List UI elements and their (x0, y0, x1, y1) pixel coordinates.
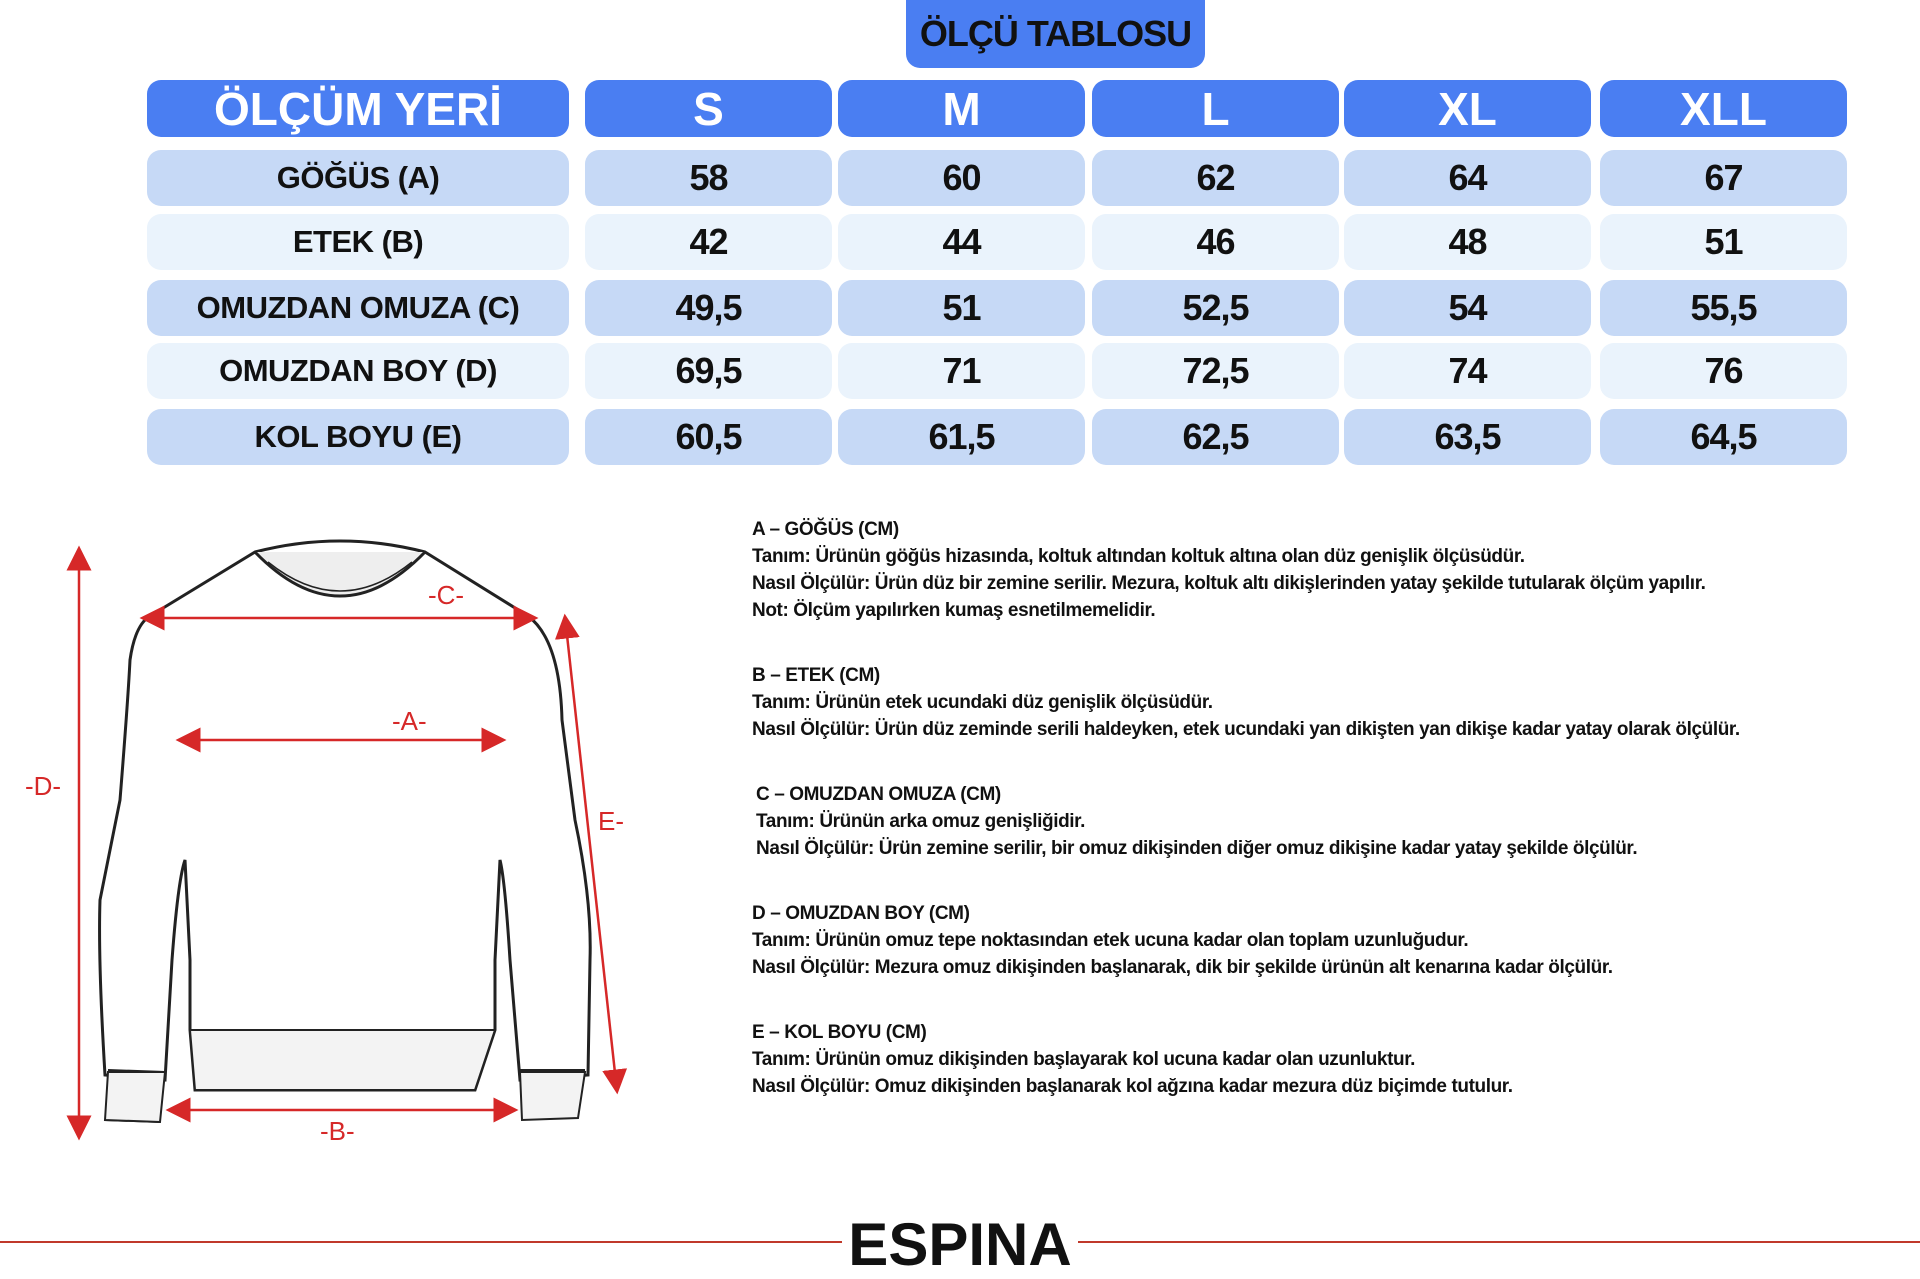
description-line: Nasıl Ölçülür: Omuz dikişinden başlanara… (752, 1076, 1513, 1097)
row-label: GÖĞÜS (A) (147, 150, 569, 206)
description-heading: E – KOL BOYU (CM) (752, 1022, 927, 1043)
description-line: Nasıl Ölçülür: Mezura omuz dikişinden ba… (752, 957, 1613, 978)
header-size-l: L (1092, 80, 1339, 137)
description-heading: B – ETEK (CM) (752, 665, 880, 686)
table-cell: 49,5 (585, 280, 832, 336)
description-line: Nasıl Ölçülür: Ürün düz zeminde serili h… (752, 719, 1740, 740)
description-line: Tanım: Ürünün arka omuz genişliğidir. (756, 811, 1086, 832)
label-e: E- (598, 806, 624, 836)
table-cell: 60 (838, 150, 1085, 206)
table-cell: 69,5 (585, 343, 832, 399)
description-line: Tanım: Ürünün omuz tepe noktasından etek… (752, 930, 1469, 951)
table-cell: 76 (1600, 343, 1847, 399)
arrow-e (554, 613, 628, 1095)
table-cell: 52,5 (1092, 280, 1339, 336)
sweater-diagram: -C- -A- -B- -D- E- (25, 539, 628, 1146)
table-cell: 67 (1600, 150, 1847, 206)
measurement-arrows (66, 545, 628, 1141)
description-heading: A – GÖĞÜS (CM) (752, 519, 899, 540)
table-cell: 51 (838, 280, 1085, 336)
label-a: -A- (392, 706, 427, 736)
description-line: Nasıl Ölçülür: Ürün düz bir zemine seril… (752, 573, 1706, 594)
table-cell: 74 (1344, 343, 1591, 399)
row-label: OMUZDAN BOY (D) (147, 343, 569, 399)
header-size-xll: XLL (1600, 80, 1847, 137)
table-cell: 64,5 (1600, 409, 1847, 465)
table-cell: 51 (1600, 214, 1847, 270)
table-cell: 55,5 (1600, 280, 1847, 336)
description-section: D – OMUZDAN BOY (CM) Tanım: Ürünün omuz t… (752, 900, 1912, 981)
row-label: OMUZDAN OMUZA (C) (147, 280, 569, 336)
table-cell: 44 (838, 214, 1085, 270)
description-line: Not: Ölçüm yapılırken kumaş esnetilmemel… (752, 600, 1156, 621)
description-line: Nasıl Ölçülür: Ürün zemine serilir, bir … (756, 838, 1638, 859)
table-cell: 63,5 (1344, 409, 1591, 465)
table-cell: 72,5 (1092, 343, 1339, 399)
brand-footer: ESPINA (0, 1210, 1920, 1279)
table-cell: 64 (1344, 150, 1591, 206)
header-measurement-place: ÖLÇÜM YERİ (147, 80, 569, 137)
sweater-outline (98, 539, 592, 1124)
label-c: -C- (428, 580, 464, 610)
table-cell: 71 (838, 343, 1085, 399)
page-title: ÖLÇÜ TABLOSU (906, 0, 1205, 68)
description-section: A – GÖĞÜS (CM) Tanım: Ürünün göğüs hizası… (752, 516, 1912, 624)
description-line: Tanım: Ürünün etek ucundaki düz genişlik… (752, 692, 1213, 713)
table-cell: 46 (1092, 214, 1339, 270)
row-label: KOL BOYU (E) (147, 409, 569, 465)
brand-logo: ESPINA (842, 1210, 1078, 1279)
description-line: Tanım: Ürünün omuz dikişinden başlayarak… (752, 1049, 1416, 1070)
header-size-xl: XL (1344, 80, 1591, 137)
header-size-s: S (585, 80, 832, 137)
row-label: ETEK (B) (147, 214, 569, 270)
table-cell: 61,5 (838, 409, 1085, 465)
label-d: -D- (25, 771, 61, 801)
header-size-m: M (838, 80, 1085, 137)
table-cell: 54 (1344, 280, 1591, 336)
table-cell: 58 (585, 150, 832, 206)
table-cell: 42 (585, 214, 832, 270)
table-cell: 62 (1092, 150, 1339, 206)
label-b: -B- (320, 1116, 355, 1146)
description-section: B – ETEK (CM) Tanım: Ürünün etek ucundaki… (752, 662, 1912, 743)
description-line: Tanım: Ürünün göğüs hizasında, koltuk al… (752, 546, 1525, 567)
description-heading: C – OMUZDAN OMUZA (CM) (756, 784, 1001, 805)
description-heading: D – OMUZDAN BOY (CM) (752, 903, 970, 924)
description-section: C – OMUZDAN OMUZA (CM) Tanım: Ürünün arka… (756, 781, 1912, 862)
table-cell: 62,5 (1092, 409, 1339, 465)
table-cell: 48 (1344, 214, 1591, 270)
measurement-descriptions: A – GÖĞÜS (CM) Tanım: Ürünün göğüs hizası… (752, 516, 1912, 1138)
description-section: E – KOL BOYU (CM) Tanım: Ürünün omuz diki… (752, 1019, 1912, 1100)
table-cell: 60,5 (585, 409, 832, 465)
